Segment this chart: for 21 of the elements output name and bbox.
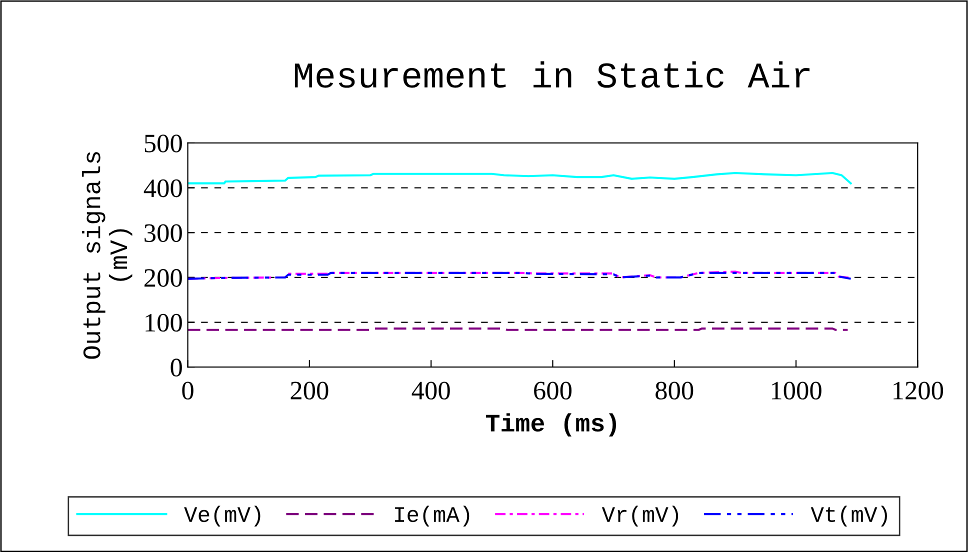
legend-label: Ie(mA) — [395, 506, 470, 526]
legend-label: Vr(mV) — [602, 506, 678, 526]
x-tick-label: 800 — [656, 382, 694, 400]
x-tick-label: 600 — [534, 382, 572, 400]
y-axis-title: Output signals (mV) — [82, 152, 132, 359]
x-tick-label: 400 — [412, 382, 450, 400]
y-tick-label: 300 — [144, 224, 182, 242]
y-tick-label: 400 — [144, 179, 182, 198]
legend-label: Vt(mV) — [810, 506, 887, 526]
y-tick-label: 500 — [144, 134, 182, 152]
y-tick-label: 100 — [146, 314, 182, 332]
x-tick-label: 200 — [290, 382, 328, 400]
line-series — [188, 172, 852, 184]
x-tick-label: 0 — [182, 382, 194, 400]
x-tick-label: 1200 — [894, 382, 944, 400]
x-axis-title: Time (ms) — [486, 413, 616, 437]
y-tick-label: 0 — [170, 358, 182, 376]
chart-title: Mesurement in Static Air — [294, 61, 810, 88]
x-tick-label: 1000 — [772, 382, 822, 400]
legend-label: Ve(mV) — [184, 506, 260, 526]
y-tick-label: 200 — [144, 269, 182, 287]
